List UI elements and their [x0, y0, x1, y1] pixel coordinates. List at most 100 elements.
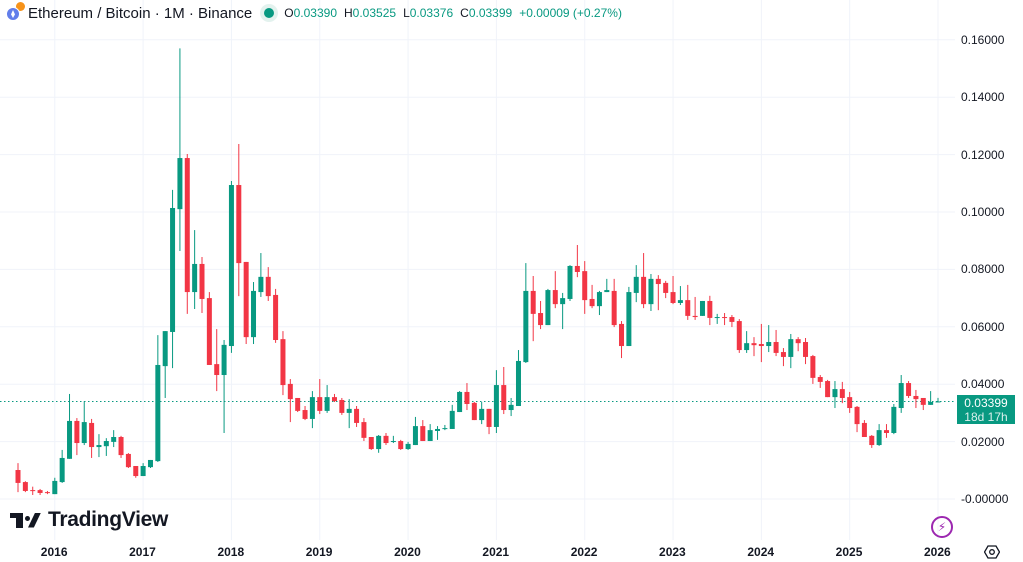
candle-body [538, 313, 544, 326]
candle-body [869, 435, 875, 446]
candle [251, 282, 257, 345]
candle [221, 340, 227, 433]
candle-body [545, 290, 551, 326]
candle-body [729, 317, 735, 322]
candle [155, 335, 161, 462]
x-tick-label: 2017 [129, 545, 156, 559]
candle-body [508, 404, 514, 411]
candle-body [118, 437, 124, 456]
candle-body [751, 343, 757, 346]
candle-body [449, 410, 455, 429]
candle-body [412, 426, 418, 446]
candle [633, 265, 639, 303]
candle [427, 424, 433, 442]
candle [567, 265, 573, 301]
candle-body [891, 406, 897, 433]
candle [803, 337, 809, 365]
candle [471, 401, 477, 421]
candle-body [596, 292, 602, 307]
candle-body [376, 435, 382, 450]
candle-body [501, 385, 507, 411]
candle-body [935, 401, 941, 403]
candle-body [354, 408, 360, 423]
symbol-header[interactable]: Ethereum / Bitcoin · 1M · Binance O0.033… [6, 2, 622, 23]
candle [935, 397, 941, 403]
candle-body [339, 399, 345, 413]
candle-body [854, 406, 860, 425]
candle-body [287, 383, 293, 400]
symbol-title[interactable]: Ethereum / Bitcoin · 1M · Binance [28, 4, 253, 22]
candle-body [832, 389, 838, 398]
candle-body [111, 437, 117, 442]
candle-body [96, 445, 102, 448]
candle [626, 286, 632, 347]
candle-body [15, 470, 21, 483]
candle-body [560, 298, 566, 305]
tradingview-logo[interactable]: TradingView [10, 508, 168, 532]
candle-body [258, 276, 264, 293]
candle [22, 481, 28, 493]
candle [236, 143, 242, 297]
candle-body [435, 428, 441, 431]
candle-body [67, 420, 73, 459]
candle [913, 389, 919, 409]
candle-body [405, 443, 411, 450]
candle [493, 370, 499, 433]
candle [751, 337, 757, 357]
candle [898, 375, 904, 413]
candle-body [861, 422, 867, 438]
candle-body [324, 397, 330, 411]
candle-body [648, 278, 654, 305]
candle [692, 296, 698, 320]
candle [611, 278, 617, 328]
candle [354, 406, 360, 427]
candle [280, 331, 286, 396]
candle-body [574, 265, 580, 272]
candle-body [906, 383, 912, 396]
x-tick-label: 2024 [747, 545, 775, 559]
candle [398, 439, 404, 450]
y-tick-label: 0.14000 [961, 90, 1005, 105]
candle [486, 408, 492, 435]
settings-icon[interactable] [984, 544, 1000, 560]
candle [383, 432, 389, 446]
candle [331, 393, 337, 402]
candle [103, 438, 109, 456]
candle-body [147, 459, 153, 468]
candle-body [663, 282, 669, 293]
x-tick-label: 2016 [40, 545, 68, 559]
candle-body [125, 453, 131, 468]
grid-lines [0, 0, 955, 540]
high-label: H [344, 6, 353, 20]
candle [677, 286, 683, 305]
candle [295, 397, 301, 413]
candle [464, 383, 470, 411]
candle-body [876, 430, 882, 446]
candle-body [177, 158, 183, 210]
candle [552, 271, 558, 309]
candle-body [670, 292, 676, 303]
candle [736, 319, 742, 353]
candle-body [795, 339, 801, 344]
y-tick-label: 0.10000 [961, 205, 1005, 219]
candle-body [140, 465, 146, 477]
candle [832, 381, 838, 409]
candle [59, 449, 65, 483]
lightning-icon[interactable]: ⚡ [931, 516, 953, 538]
candle [560, 292, 566, 330]
candle [928, 391, 934, 405]
candle [89, 418, 95, 458]
y-tick-label: 0.04000 [961, 377, 1005, 392]
candle [317, 379, 323, 415]
candle-body [552, 290, 558, 305]
candle-body [368, 437, 374, 450]
candle-body [626, 292, 632, 347]
candle [780, 348, 786, 367]
candle-body [788, 339, 794, 357]
candle-body [52, 480, 58, 495]
eth-btc-icon [6, 2, 25, 21]
candle-body [309, 397, 315, 419]
candle-body [567, 265, 573, 299]
candle [685, 284, 691, 320]
